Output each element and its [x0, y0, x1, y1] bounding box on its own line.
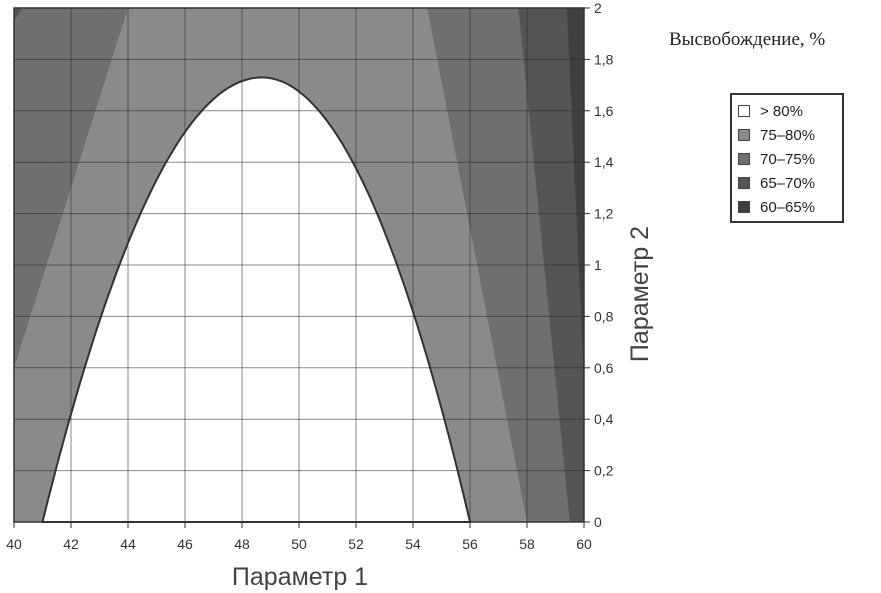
legend-item: 75–80% — [738, 123, 842, 147]
legend-label: > 80% — [760, 102, 803, 120]
legend: > 80% 75–80% 70–75% 65–70% 60–65% — [730, 93, 844, 223]
x-tick-label: 54 — [405, 536, 421, 552]
x-tick-label: 52 — [348, 536, 364, 552]
x-tick-label: 56 — [462, 536, 478, 552]
x-tick-label: 48 — [234, 536, 250, 552]
y-tick-label: 2 — [594, 0, 602, 16]
x-tick-label: 42 — [63, 536, 79, 552]
legend-swatch — [738, 201, 750, 213]
y-tick-label: 1 — [594, 257, 602, 273]
contour-band — [41, 76, 472, 523]
legend-item: 60–65% — [738, 195, 842, 219]
legend-swatch — [738, 105, 750, 117]
x-tick-label: 46 — [177, 536, 193, 552]
x-axis-ticks: 40 42 44 46 48 50 52 54 56 58 60 — [6, 522, 592, 552]
y-tick-label: 0 — [594, 514, 602, 530]
legend-swatch — [738, 153, 750, 165]
legend-item: 70–75% — [738, 147, 842, 171]
y-tick-label: 0,2 — [594, 463, 614, 479]
y-tick-label: 0,6 — [594, 360, 614, 376]
legend-label: 60–65% — [760, 198, 816, 216]
x-tick-label: 58 — [519, 536, 535, 552]
x-tick-label: 44 — [120, 536, 136, 552]
legend-label: 65–70% — [760, 174, 816, 192]
y-tick-label: 1,4 — [594, 154, 614, 170]
legend-swatch — [738, 129, 750, 141]
x-tick-label: 60 — [576, 536, 592, 552]
x-tick-label: 50 — [291, 536, 307, 552]
legend-title: Высвобождение, % — [669, 29, 826, 50]
y-axis-title: Параметр 2 — [626, 226, 654, 362]
y-tick-label: 1,8 — [594, 51, 614, 67]
y-tick-label: 0,8 — [594, 308, 614, 324]
legend-swatch — [738, 177, 750, 189]
y-tick-label: 0,4 — [594, 411, 614, 427]
x-axis-title: Параметр 1 — [232, 563, 368, 591]
legend-item: > 80% — [738, 99, 842, 123]
legend-label: 70–75% — [760, 150, 816, 168]
y-axis-ticks: 0 0,2 0,4 0,6 0,8 1 1,2 1,4 1,6 1,8 2 — [584, 0, 614, 530]
legend-label: 75–80% — [760, 126, 816, 144]
y-tick-label: 1,2 — [594, 206, 614, 222]
x-tick-label: 40 — [6, 536, 22, 552]
legend-item: 65–70% — [738, 171, 842, 195]
y-tick-label: 1,6 — [594, 103, 614, 119]
